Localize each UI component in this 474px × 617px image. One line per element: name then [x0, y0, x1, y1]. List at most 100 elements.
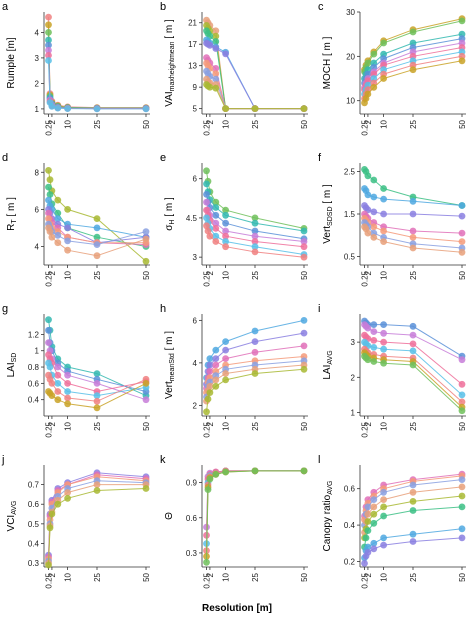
data-point [300, 365, 308, 373]
data-point [64, 388, 71, 395]
data-point [45, 13, 52, 21]
series-4 [361, 338, 466, 399]
data-point [409, 322, 417, 330]
x-tick-label: 0.25 [202, 572, 211, 588]
y-axis-title: RT [ m ] [6, 197, 18, 231]
data-point [222, 346, 229, 354]
data-point [370, 223, 378, 231]
y-tick-label: 6 [193, 175, 198, 184]
data-point [203, 167, 210, 175]
data-point [370, 496, 378, 503]
data-point [45, 52, 52, 59]
series-8 [45, 57, 150, 113]
x-tick-label: 50 [458, 572, 467, 581]
data-point [64, 105, 71, 112]
y-tick-label: 2 [35, 79, 40, 88]
data-point [458, 525, 466, 533]
y-tick-label: 0.4 [28, 396, 40, 405]
data-point [458, 503, 466, 511]
x-tick-label: 0.25 [202, 270, 211, 286]
y-axis-title: LAIAVG [322, 350, 334, 379]
data-point [203, 191, 210, 198]
data-point [212, 204, 220, 211]
data-point [370, 176, 378, 184]
data-point [300, 105, 308, 112]
x-tick-label: 50 [142, 572, 151, 581]
data-point [64, 489, 71, 496]
data-point [212, 346, 220, 354]
panel-l: l 0.2 0.4 0.6 0.252 10 25 50 Canopy ratioAVG [318, 454, 467, 589]
x-tick-label: 0.25 [360, 270, 369, 286]
series-4 [45, 36, 150, 112]
data-point [93, 252, 101, 260]
data-point [458, 492, 466, 500]
x-tick-label: 2 [48, 119, 57, 124]
data-point [212, 361, 220, 369]
panel-letter: h [160, 303, 166, 315]
y-tick-label: 6 [35, 205, 40, 214]
x-tick-label: 25 [93, 270, 102, 279]
data-point [48, 233, 56, 241]
data-point [54, 380, 62, 387]
panel-e: e 3 4.5 6 0.252 10 25 50 σH [ m ] [160, 152, 309, 287]
x-tick-label: 25 [251, 572, 260, 581]
panel-d: d 4 6 8 0.252 10 25 50 RT [ m ] [2, 152, 151, 287]
data-point [409, 507, 417, 514]
series-line [48, 24, 146, 109]
data-point [300, 227, 308, 235]
data-point [45, 196, 52, 204]
y-tick-label: 3 [35, 54, 40, 63]
series-3 [45, 29, 150, 112]
data-point [93, 224, 101, 232]
x-tick-label: 2 [48, 421, 57, 426]
x-tick-label: 50 [458, 270, 467, 279]
x-tick-label: 50 [300, 270, 309, 279]
data-point [458, 202, 466, 209]
data-point [46, 228, 54, 235]
data-point [142, 228, 150, 235]
data-point [142, 380, 150, 387]
series-2 [203, 467, 308, 539]
data-point [212, 355, 220, 362]
series-3 [45, 196, 150, 241]
data-point [45, 36, 52, 44]
data-point [458, 398, 466, 406]
x-tick-label: 10 [222, 119, 231, 128]
data-point [54, 239, 62, 247]
x-tick-label: 10 [380, 270, 389, 279]
data-point [380, 338, 387, 346]
data-point [251, 327, 259, 335]
series-line [48, 39, 146, 109]
data-point [142, 257, 150, 265]
y-tick-label: 17 [188, 40, 197, 49]
data-point [380, 227, 387, 235]
series-10 [203, 81, 308, 112]
data-point [204, 227, 212, 235]
series-line [206, 470, 304, 557]
data-point [45, 209, 52, 217]
data-point [45, 183, 52, 191]
data-point [364, 172, 372, 180]
panel-b: b 5 9 13 17 21 0.252 10 25 50 VAImaxheightmean [ m… [160, 1, 309, 136]
y-tick-label: 8 [35, 168, 40, 177]
data-point [251, 238, 259, 245]
data-point [300, 467, 308, 475]
series-3 [361, 202, 466, 220]
data-point [93, 215, 101, 222]
data-point [93, 481, 101, 488]
panel-g: g 0.4 0.6 0.8 1 1.2 0.252 10 25 50 LAISD [2, 303, 151, 438]
data-point [222, 50, 229, 58]
panel-c: c 10 20 30 0.252 10 25 50 MOCH [ m ] [318, 1, 467, 136]
series-line [48, 55, 146, 110]
data-point [212, 45, 220, 52]
data-point [45, 21, 52, 29]
data-point [300, 238, 308, 245]
data-point [212, 38, 220, 45]
data-point [48, 392, 56, 399]
data-point [380, 195, 387, 203]
series-line [48, 17, 146, 109]
data-point [370, 503, 378, 511]
series-line [206, 57, 304, 110]
